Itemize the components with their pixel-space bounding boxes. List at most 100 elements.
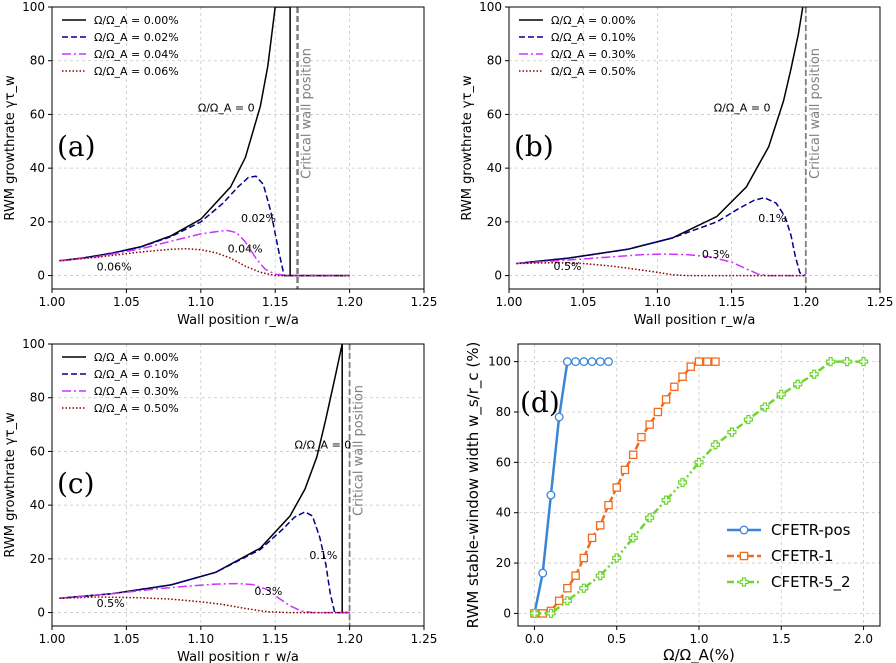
y-tick-label: 40 bbox=[496, 506, 511, 520]
panel-label: (a) bbox=[57, 130, 96, 163]
curve-annotation: 0.1% bbox=[758, 212, 786, 225]
series-line-3 bbox=[516, 261, 806, 277]
data-point bbox=[653, 407, 663, 417]
y-tick-label: 40 bbox=[30, 161, 45, 175]
data-point bbox=[793, 379, 803, 389]
data-point bbox=[842, 357, 852, 367]
data-point bbox=[686, 362, 696, 371]
curve-annotation: 0.02% bbox=[241, 212, 276, 225]
x-tick-label: 1.20 bbox=[336, 295, 363, 309]
x-tick-label: 1.05 bbox=[113, 295, 140, 309]
x-tick-label: 1.25 bbox=[411, 632, 438, 646]
x-tick-label: 1.00 bbox=[39, 295, 66, 309]
curve-annotation: 0.5% bbox=[554, 260, 582, 273]
data-point bbox=[546, 490, 556, 500]
curve-annotation: Ω/Ω_A = 0 bbox=[295, 439, 352, 452]
y-axis-label: RWM growthrate γτ_w bbox=[3, 75, 18, 221]
curve-annotation: 0.06% bbox=[97, 261, 132, 274]
y-axis-label: RWM stable-window width w_s/r_c (%) bbox=[464, 342, 483, 629]
x-tick-label: 1.00 bbox=[39, 632, 66, 646]
data-point bbox=[694, 357, 704, 366]
x-tick-label: 1.20 bbox=[792, 295, 819, 309]
data-point bbox=[612, 483, 621, 492]
data-point bbox=[538, 568, 548, 578]
legend-entry: Ω/Ω_A = 0.04% bbox=[94, 48, 179, 61]
series-line-1 bbox=[516, 196, 807, 277]
y-tick-label: 60 bbox=[30, 107, 45, 121]
panel-a: 1.00 1.05 1.10 1.15 1.20 1.25 0 20 40 60 80 100 Crit… bbox=[3, 0, 437, 328]
data-point bbox=[595, 357, 605, 367]
y-tick-label: 80 bbox=[496, 405, 511, 419]
data-point bbox=[587, 357, 597, 367]
y-tick-label: 100 bbox=[479, 0, 502, 14]
x-tick-label: 2.0 bbox=[854, 632, 873, 646]
data-point bbox=[776, 389, 786, 399]
data-point bbox=[743, 414, 753, 425]
data-point bbox=[595, 571, 605, 581]
data-point bbox=[677, 477, 688, 488]
data-point bbox=[645, 420, 654, 429]
y-tick-label: 100 bbox=[22, 0, 45, 14]
data-point bbox=[702, 357, 712, 366]
series-line-2 bbox=[59, 582, 350, 614]
data-point bbox=[628, 450, 638, 460]
axes-frame bbox=[51, 6, 425, 290]
curve-annotation: 0.04% bbox=[228, 243, 263, 256]
axes-frame bbox=[51, 343, 425, 627]
data-point bbox=[571, 571, 580, 580]
x-tick-label: 1.05 bbox=[570, 295, 597, 309]
legend-entry: CFETR-pos bbox=[771, 521, 851, 539]
data-point bbox=[546, 608, 556, 619]
data-point bbox=[809, 369, 819, 379]
data-point bbox=[579, 357, 589, 367]
legend-entry: CFETR-1 bbox=[771, 547, 834, 565]
data-point bbox=[587, 533, 597, 543]
data-point bbox=[571, 357, 581, 367]
x-tick-label: 1.25 bbox=[867, 295, 894, 309]
legend-entry: Ω/Ω_A = 0.50% bbox=[551, 65, 636, 78]
legend-entry: Ω/Ω_A = 0.10% bbox=[94, 368, 179, 381]
curve-annotation: Ω/Ω_A = 0 bbox=[198, 102, 255, 115]
panel-label: (b) bbox=[514, 130, 554, 163]
y-tick-label: 20 bbox=[30, 215, 45, 229]
x-tick-label: 1.5 bbox=[772, 632, 791, 646]
data-point bbox=[694, 457, 704, 467]
x-tick-label: 1.10 bbox=[644, 295, 671, 309]
data-point bbox=[563, 583, 572, 593]
data-point bbox=[604, 500, 613, 510]
data-point bbox=[596, 521, 605, 530]
data-point bbox=[612, 553, 622, 563]
legend-entry: Ω/Ω_A = 0.00% bbox=[94, 351, 179, 364]
y-axis-label: RWM growthrate γτ_w bbox=[3, 412, 18, 558]
y-tick-label: 60 bbox=[496, 455, 511, 469]
x-axis-label: Ω/Ω_A(%) bbox=[663, 646, 735, 663]
curve-annotation: 0.1% bbox=[309, 549, 337, 562]
y-tick-label: 0 bbox=[37, 606, 45, 620]
data-point bbox=[562, 596, 572, 606]
legend-entry: Ω/Ω_A = 0.50% bbox=[94, 402, 179, 415]
curve-annotation: Ω/Ω_A = 0 bbox=[714, 102, 771, 115]
x-tick-label: 0.0 bbox=[525, 632, 544, 646]
data-point bbox=[604, 357, 613, 367]
critical-wall-label: Critical wall position bbox=[808, 48, 823, 179]
x-axis-label: Wall position r_w/a bbox=[177, 313, 299, 328]
x-tick-label: 1.10 bbox=[187, 295, 214, 309]
y-axis-label: RWM growthrate γτ_w bbox=[460, 75, 475, 221]
data-point bbox=[529, 608, 540, 619]
series-line-0 bbox=[516, 7, 804, 265]
data-point bbox=[661, 495, 671, 505]
x-tick-label: 1.15 bbox=[718, 295, 745, 309]
series-line-1 bbox=[59, 511, 350, 614]
data-point bbox=[562, 357, 572, 367]
legend-entry: Ω/Ω_A = 0.06% bbox=[94, 65, 179, 78]
y-tick-label: 0 bbox=[494, 269, 502, 283]
legend-entry: Ω/Ω_A = 0.30% bbox=[94, 385, 179, 398]
panel-label: (d) bbox=[520, 386, 560, 419]
x-axis-label: Wall position r_w/a bbox=[177, 650, 299, 663]
series-line-3 bbox=[59, 247, 350, 277]
y-tick-label: 80 bbox=[30, 54, 45, 68]
curve-annotation: 0.3% bbox=[254, 585, 282, 598]
y-tick-label: 20 bbox=[487, 215, 502, 229]
axes-frame bbox=[517, 343, 881, 627]
x-tick-label: 1.15 bbox=[262, 295, 289, 309]
